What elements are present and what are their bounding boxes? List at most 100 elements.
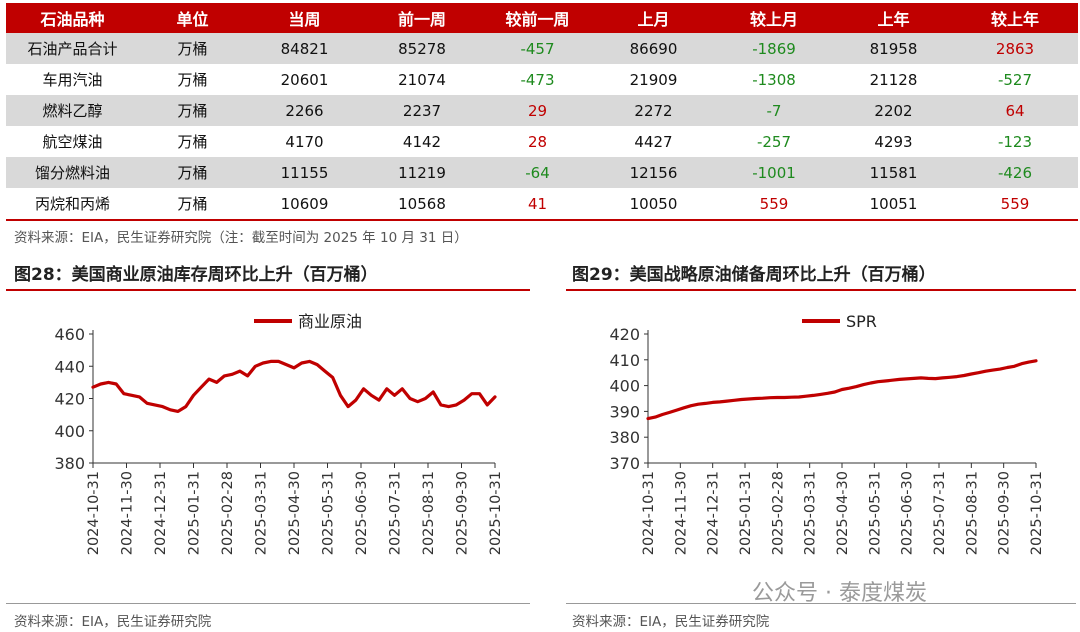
table-row: 馏分燃料油 万桶 11155 11219 -64 12156 -1001 115…: [6, 157, 1078, 188]
column-header: 较前一周: [481, 3, 594, 33]
x-tick-label: 2025-08-31: [964, 471, 980, 555]
table-row: 航空煤油 万桶 4170 4142 28 4427 -257 4293 -123: [6, 126, 1078, 157]
table-cell: 21074: [398, 70, 446, 89]
x-tick-label: 2024-11-30: [673, 471, 689, 555]
x-tick-label: 2024-12-31: [706, 471, 722, 555]
x-tick-label: 2024-10-31: [86, 471, 102, 555]
table-cell: -1869: [713, 33, 835, 64]
x-tick-label: 2025-01-31: [738, 471, 754, 555]
table-cell: 81958: [835, 33, 952, 64]
table-cell: 11219: [363, 157, 481, 188]
table-cell: 11155: [246, 157, 363, 188]
y-tick-label: 400: [54, 422, 85, 441]
x-tick-label: 2024-12-31: [153, 471, 169, 555]
column-header: 较上月: [713, 3, 835, 33]
table-cell: 航空煤油: [42, 133, 103, 151]
table-row: 石油产品合计 万桶 84821 85278 -457 86690 -1869 8…: [6, 33, 1078, 64]
x-tick-label: 2025-04-30: [287, 471, 303, 555]
table-cell: -7: [713, 95, 835, 126]
x-tick-label: 2025-06-30: [900, 471, 916, 555]
x-tick-label: 2025-09-30: [997, 471, 1013, 555]
table-cell: 万桶: [139, 33, 246, 64]
y-tick-label: 420: [609, 325, 640, 344]
table-cell: 车用汽油: [42, 71, 103, 89]
table-cell: 馏分燃料油: [6, 157, 139, 188]
table-cell: 11581: [835, 157, 952, 188]
column-header: 单位: [139, 3, 246, 33]
x-tick-label: 2025-08-31: [421, 471, 437, 555]
column-header: 当周: [246, 3, 363, 33]
table-cell: -426: [952, 157, 1078, 188]
table-cell: -457: [481, 33, 594, 64]
table-cell: 10568: [363, 188, 481, 221]
right-chart-source: 资料来源：EIA，民生证券研究院: [572, 614, 770, 630]
table-cell: 10050: [594, 188, 713, 221]
legend-label: 商业原油: [298, 312, 362, 331]
y-tick-label: 420: [54, 390, 85, 409]
y-tick-label: 460: [54, 325, 85, 344]
x-tick-label: 2025-05-31: [867, 471, 883, 555]
table-cell: -1308: [752, 70, 796, 89]
table-cell: 20601: [280, 70, 329, 89]
table-cell: 燃料乙醇: [6, 95, 139, 126]
oil-inventory-table: 石油品种 单位 当周 前一周 较前一周 上月 较上月 上年 较上年 石油产品合计…: [6, 3, 1078, 221]
table-cell: 2272: [594, 95, 713, 126]
commercial-crude-chart: 380 400 420 440 460 2024-10-31 2024-11-30 2024-…: [54, 312, 504, 555]
y-tick-label: 440: [54, 357, 85, 376]
table-cell: 2202: [835, 95, 952, 126]
table-cell: 石油产品合计: [6, 33, 139, 64]
table-cell: 4142: [402, 132, 442, 151]
left-footer-divider: [6, 603, 530, 604]
table-cell: 21909: [629, 70, 678, 89]
table-cell: 万桶: [139, 157, 246, 188]
x-tick-label: 2025-07-31: [932, 471, 948, 555]
x-tick-label: 2025-04-30: [835, 471, 851, 555]
table-cell: 2266: [246, 95, 363, 126]
column-header: 前一周: [363, 3, 481, 33]
table-cell: 10609: [246, 188, 363, 221]
table-header-row: 石油品种 单位 当周 前一周 较前一周 上月 较上月 上年 较上年: [6, 3, 1078, 33]
y-tick-label: 410: [609, 351, 640, 370]
figure-28-divider: [6, 289, 530, 291]
x-tick-label: 2025-10-31: [488, 471, 504, 555]
x-tick-label: 2025-05-31: [321, 471, 337, 555]
table-cell: 万桶: [177, 133, 208, 151]
table-row: 丙烷和丙烯 万桶 10609 10568 41 10050 559 10051 …: [6, 188, 1078, 221]
table-cell: -473: [520, 70, 555, 89]
x-tick-label: 2025-02-28: [770, 471, 786, 555]
x-tick-label: 2025-09-30: [455, 471, 471, 555]
table-cell: 4170: [285, 132, 324, 151]
series-line: [646, 359, 1038, 421]
column-header: 较上年: [952, 3, 1078, 33]
table-row: 燃料乙醇 万桶 2266 2237 29 2272 -7 2202 64: [6, 95, 1078, 126]
table-cell: 万桶: [177, 71, 208, 89]
figure-29-divider: [566, 289, 1076, 291]
y-tick-label: 380: [609, 428, 640, 447]
table-cell: 84821: [246, 33, 363, 64]
table-cell: 21128: [869, 70, 918, 89]
figure-29-title: 图29：美国战略原油储备周环比上升（百万桶）: [572, 265, 936, 285]
table-cell: 12156: [594, 157, 713, 188]
series-line: [91, 359, 497, 414]
y-tick-label: 370: [609, 454, 640, 473]
table-cell: 4427: [634, 132, 673, 151]
x-tick-label: 2025-03-31: [803, 471, 819, 555]
table-cell: 丙烷和丙烯: [6, 188, 139, 221]
table-cell: 10051: [835, 188, 952, 221]
y-tick-label: 400: [609, 377, 640, 396]
table-cell: 万桶: [139, 95, 246, 126]
table-cell: -257: [756, 132, 792, 151]
table-cell: 4293: [874, 132, 913, 151]
table-cell: 28: [527, 132, 548, 151]
x-tick-label: 2025-01-31: [187, 471, 203, 555]
table-cell: 29: [481, 95, 594, 126]
x-tick-label: 2024-11-30: [120, 471, 136, 555]
table-cell: 85278: [363, 33, 481, 64]
figure-28-title: 图28：美国商业原油库存周环比上升（百万桶）: [14, 265, 378, 285]
table-row: 车用汽油 万桶 20601 21074 -473 21909 -1308 211…: [6, 64, 1078, 95]
table-source-note: 资料来源：EIA，民生证券研究院（注：截至时间为 2025 年 10 月 31 …: [14, 230, 468, 246]
table-cell: -1001: [713, 157, 835, 188]
table-cell: -527: [997, 70, 1033, 89]
x-tick-label: 2025-03-31: [254, 471, 270, 555]
table-cell: 2863: [952, 33, 1078, 64]
